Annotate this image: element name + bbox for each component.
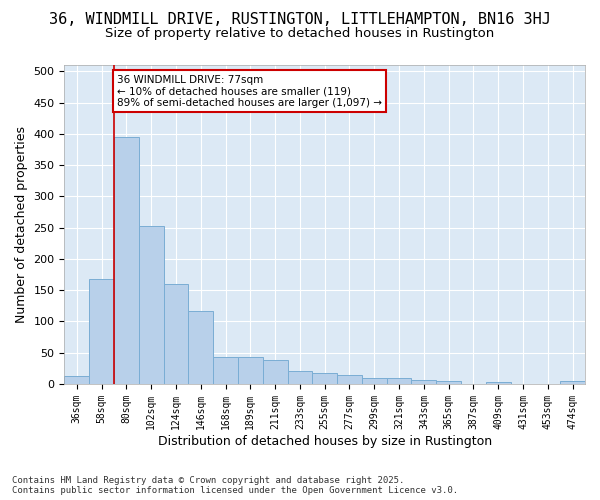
Bar: [64, 376, 89, 384]
Bar: [560, 382, 585, 384]
Bar: [139, 226, 164, 384]
Bar: [213, 357, 238, 384]
Text: Size of property relative to detached houses in Rustington: Size of property relative to detached ho…: [106, 28, 494, 40]
Bar: [362, 378, 386, 384]
Bar: [386, 378, 412, 384]
Text: Contains HM Land Registry data © Crown copyright and database right 2025.
Contai: Contains HM Land Registry data © Crown c…: [12, 476, 458, 495]
Text: 36, WINDMILL DRIVE, RUSTINGTON, LITTLEHAMPTON, BN16 3HJ: 36, WINDMILL DRIVE, RUSTINGTON, LITTLEHA…: [49, 12, 551, 28]
Bar: [287, 372, 313, 384]
Bar: [412, 380, 436, 384]
Y-axis label: Number of detached properties: Number of detached properties: [15, 126, 28, 323]
Bar: [337, 375, 362, 384]
Bar: [89, 279, 114, 384]
Bar: [313, 374, 337, 384]
Bar: [486, 382, 511, 384]
Bar: [263, 360, 287, 384]
Bar: [164, 284, 188, 384]
Bar: [114, 137, 139, 384]
X-axis label: Distribution of detached houses by size in Rustington: Distribution of detached houses by size …: [158, 434, 492, 448]
Text: 36 WINDMILL DRIVE: 77sqm
← 10% of detached houses are smaller (119)
89% of semi-: 36 WINDMILL DRIVE: 77sqm ← 10% of detach…: [117, 74, 382, 108]
Bar: [238, 357, 263, 384]
Bar: [436, 382, 461, 384]
Bar: [188, 311, 213, 384]
